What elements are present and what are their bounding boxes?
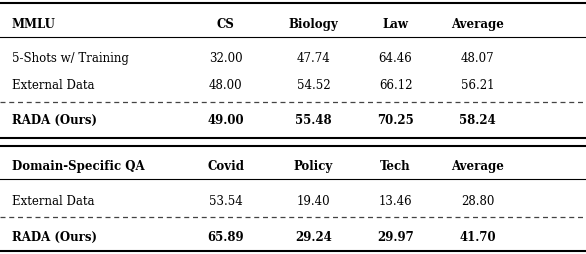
Text: Average: Average <box>451 18 504 31</box>
Text: 66.12: 66.12 <box>379 78 413 92</box>
Text: 65.89: 65.89 <box>207 231 244 244</box>
Text: External Data: External Data <box>12 195 94 209</box>
Text: Tech: Tech <box>380 160 411 173</box>
Text: 49.00: 49.00 <box>207 114 244 127</box>
Text: 48.07: 48.07 <box>461 52 495 65</box>
Text: RADA (Ours): RADA (Ours) <box>12 231 97 244</box>
Text: 70.25: 70.25 <box>377 114 414 127</box>
Text: Biology: Biology <box>289 18 338 31</box>
Text: Average: Average <box>451 160 504 173</box>
Text: 47.74: 47.74 <box>297 52 331 65</box>
Text: 56.21: 56.21 <box>461 78 495 92</box>
Text: 19.40: 19.40 <box>297 195 331 209</box>
Text: 32.00: 32.00 <box>209 52 243 65</box>
Text: 53.54: 53.54 <box>209 195 243 209</box>
Text: 55.48: 55.48 <box>295 114 332 127</box>
Text: Covid: Covid <box>207 160 244 173</box>
Text: 5-Shots w/ Training: 5-Shots w/ Training <box>12 52 128 65</box>
Text: 54.52: 54.52 <box>297 78 331 92</box>
Text: 41.70: 41.70 <box>459 231 496 244</box>
Text: 28.80: 28.80 <box>461 195 494 209</box>
Text: Law: Law <box>383 18 408 31</box>
Text: External Data: External Data <box>12 78 94 92</box>
Text: RADA (Ours): RADA (Ours) <box>12 114 97 127</box>
Text: 29.24: 29.24 <box>295 231 332 244</box>
Text: MMLU: MMLU <box>12 18 56 31</box>
Text: 48.00: 48.00 <box>209 78 243 92</box>
Text: Domain-Specific QA: Domain-Specific QA <box>12 160 144 173</box>
Text: 58.24: 58.24 <box>459 114 496 127</box>
Text: 29.97: 29.97 <box>377 231 414 244</box>
Text: 64.46: 64.46 <box>379 52 413 65</box>
Text: CS: CS <box>217 18 234 31</box>
Text: Policy: Policy <box>294 160 333 173</box>
Text: 13.46: 13.46 <box>379 195 413 209</box>
